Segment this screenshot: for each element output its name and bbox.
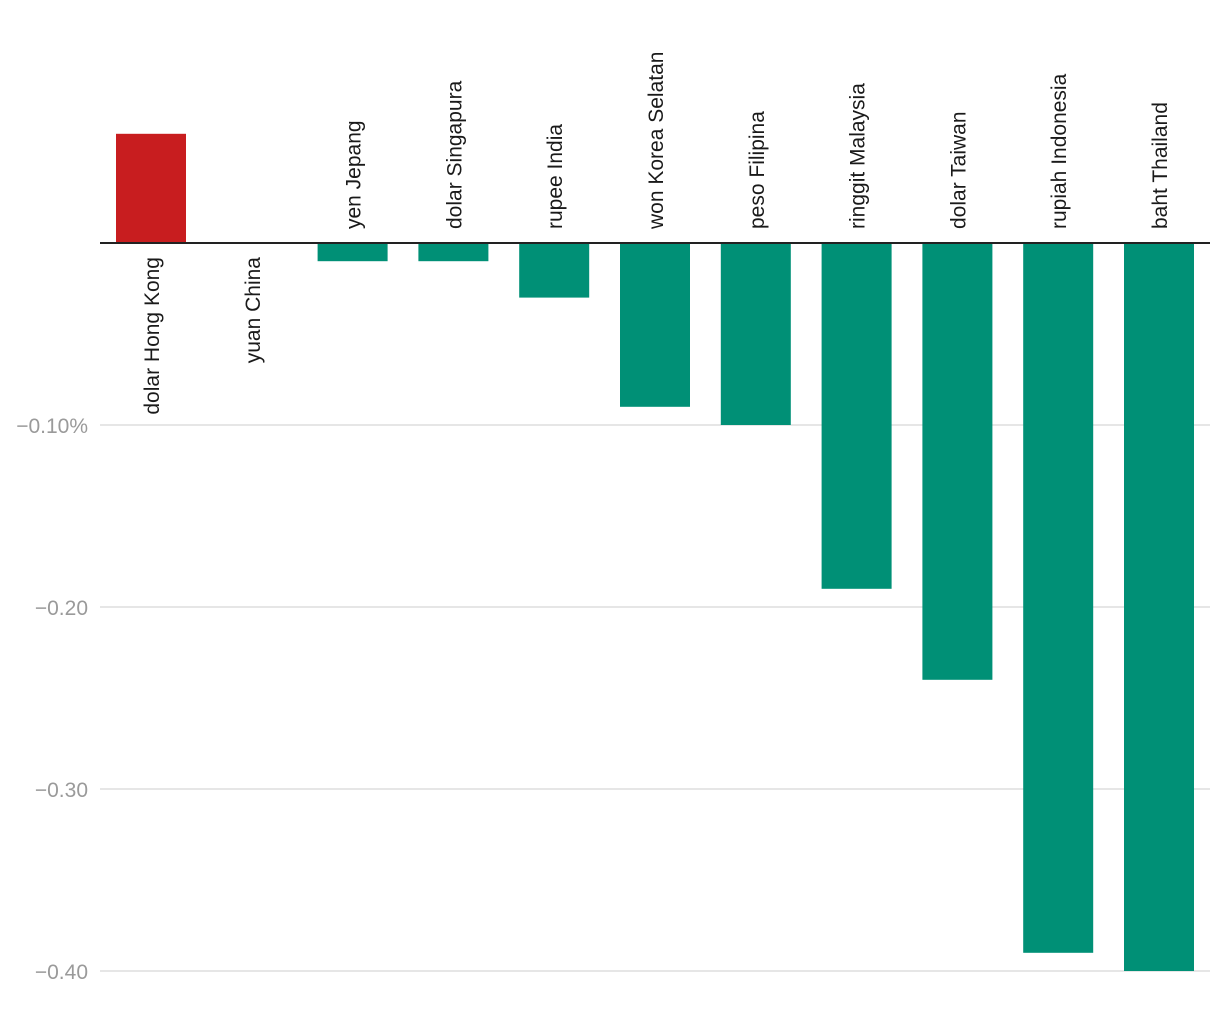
bar-10 <box>1124 243 1194 971</box>
category-label-1: yuan China <box>242 257 265 364</box>
category-label-8: dolar Taiwan <box>947 111 970 229</box>
y-tick-label-3: −0.40 <box>35 961 88 984</box>
bar-5 <box>620 243 690 407</box>
bar-6 <box>720 243 791 425</box>
category-label-6: peso Filipina <box>746 111 769 229</box>
y-tick-label-1: −0.20 <box>35 597 88 620</box>
bar-7 <box>821 243 892 589</box>
y-tick-label-2: −0.30 <box>35 779 88 802</box>
y-axis-ticks: −0.10% −0.20 −0.30 −0.40 <box>16 415 88 984</box>
category-label-5: won Korea Selatan <box>645 52 668 230</box>
bar-8 <box>922 243 993 680</box>
category-label-0: dolar Hong Kong <box>141 257 164 415</box>
category-label-3: dolar Singapura <box>443 80 466 229</box>
bar-0 <box>116 133 186 243</box>
bar-3 <box>418 243 489 262</box>
category-labels: dolar Hong Kong yuan China yen Jepang dolar… <box>141 52 1172 415</box>
bar-9 <box>1023 243 1094 953</box>
category-label-9: rupiah Indonesia <box>1048 73 1071 229</box>
bar-2 <box>317 243 388 262</box>
bar-4 <box>519 243 590 298</box>
category-label-2: yen Jepang <box>343 120 366 229</box>
bars <box>116 133 1194 971</box>
category-label-4: rupee India <box>544 124 567 229</box>
category-label-7: ringgit Malaysia <box>847 83 870 229</box>
category-label-10: baht Thailand <box>1149 102 1172 229</box>
y-tick-label-0: −0.10% <box>16 415 88 438</box>
